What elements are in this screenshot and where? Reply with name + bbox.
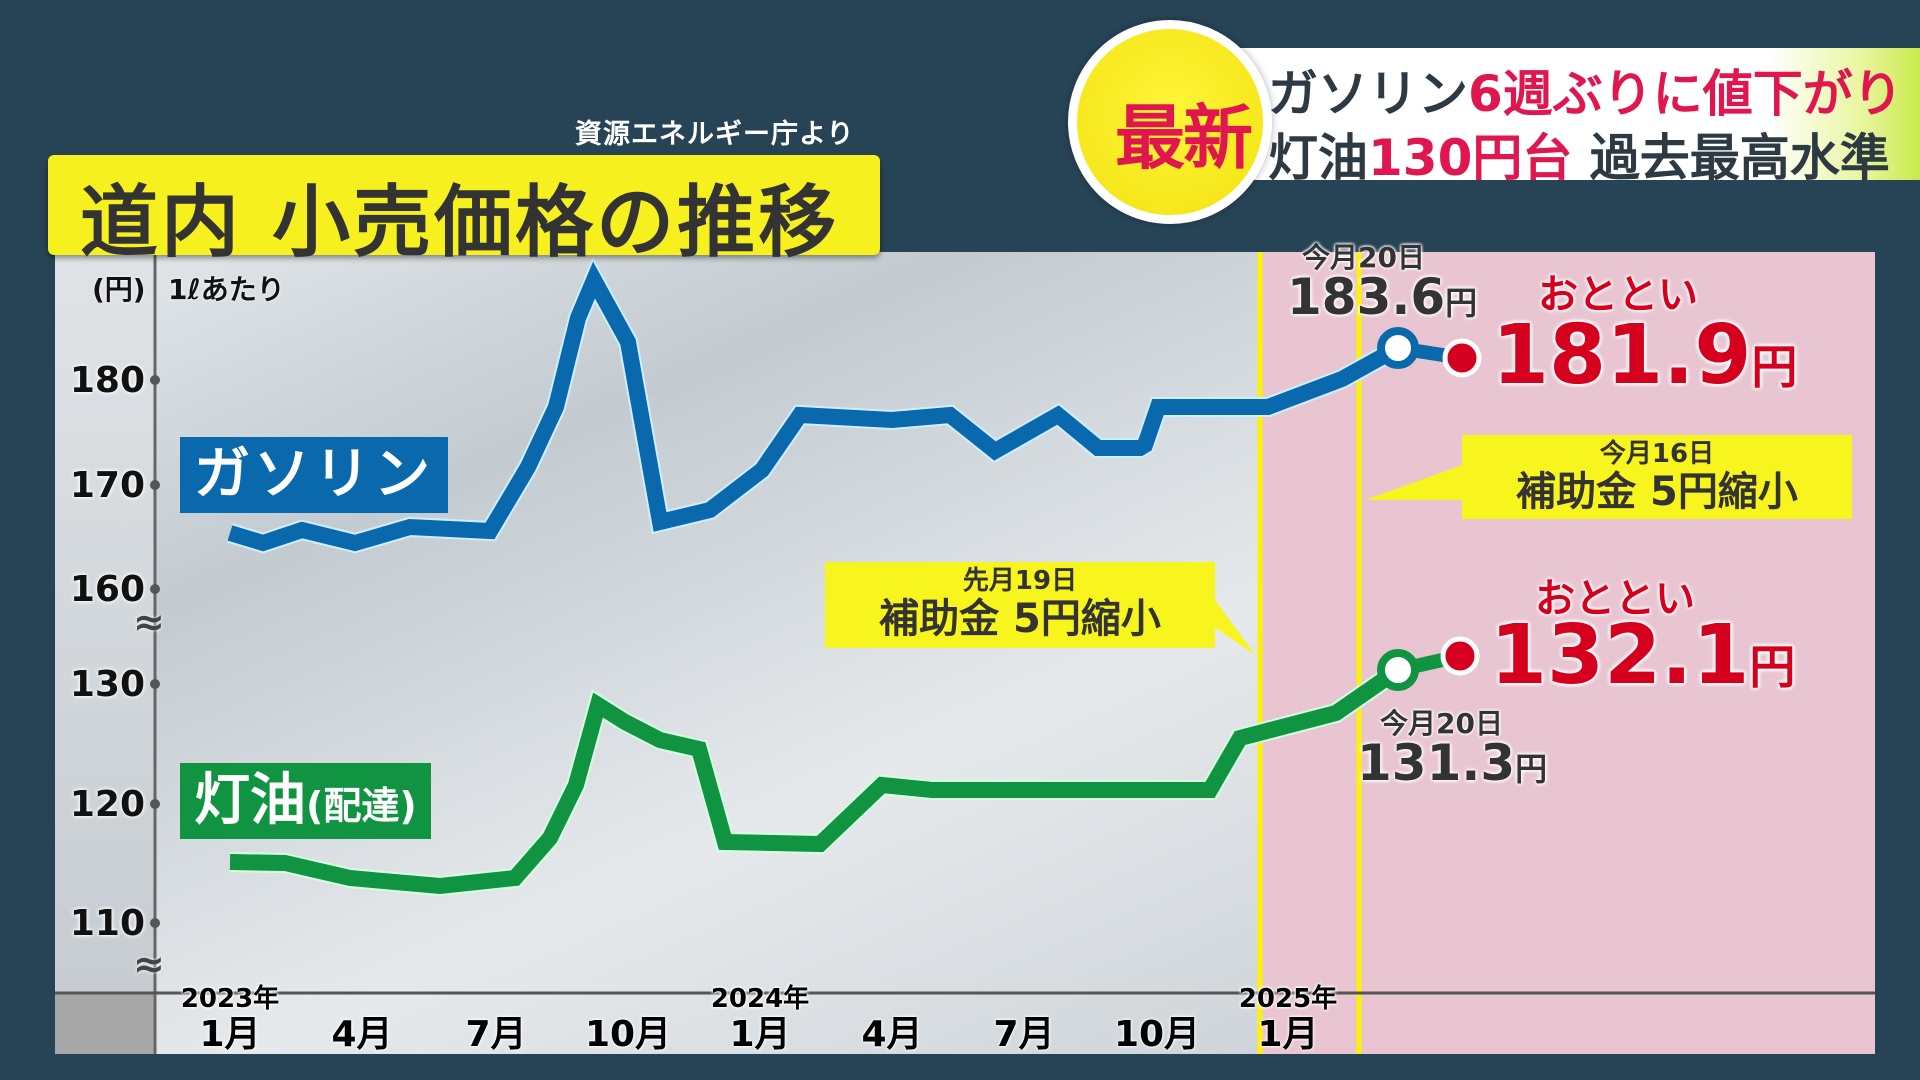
axis-break-lower: ≈: [133, 942, 165, 986]
chart-title: 道内 小売価格の推移: [80, 178, 840, 268]
headline-record: 過去最高水準: [1572, 129, 1890, 187]
kerosene-latest-marker: [1440, 636, 1480, 676]
headline-banner: [1230, 48, 1920, 180]
latest-badge: [1068, 20, 1272, 224]
y-tick-130: 130: [69, 664, 145, 705]
y-tick-170: 170: [69, 465, 145, 506]
gasoline-latest-number: 181.9: [1492, 308, 1752, 403]
y-tick-110: 110: [69, 903, 145, 944]
kerosene-label-sub: (配達): [306, 784, 417, 828]
gasoline-prev-number: 183.6: [1287, 268, 1446, 326]
y-axis-unit: (円): [92, 273, 146, 306]
source-note: 資源エネルギー庁より: [575, 119, 855, 150]
y-tick-120: 120: [69, 784, 145, 825]
gasoline-latest-label: おととい: [1538, 272, 1698, 318]
headline-gasoline: ガソリン: [1268, 65, 1468, 123]
y-tick-dots: [150, 375, 160, 928]
headline-kerosene-price: 130円台: [1368, 129, 1573, 187]
gasoline-latest-unit: 円: [1751, 340, 1798, 394]
kerosene-subsidy-callout: 先月19日 補助金 5円縮小: [825, 562, 1215, 648]
x-month-2023-10: 10月: [584, 1014, 672, 1055]
x-month-2024-04: 4月: [861, 1014, 923, 1055]
y-axis-band: [55, 252, 155, 992]
x-year-2023: 2023年: [180, 984, 280, 1014]
gasoline-subsidy-callout: 今月16日 補助金 5円縮小: [1462, 435, 1852, 519]
gasoline-prev-marker: [1377, 327, 1419, 369]
headline-kerosene: 灯油: [1268, 129, 1368, 187]
kerosene-latest-value: 132.1円: [1490, 608, 1795, 703]
x-month-2025-01: 1月: [1257, 1014, 1319, 1055]
corner-block: [55, 992, 155, 1054]
kerosene-series-label: 灯油(配達): [180, 763, 431, 839]
x-month-2024-07: 7月: [993, 1014, 1055, 1055]
headline-line-2: 灯油130円台 過去最高水準: [1268, 118, 1890, 190]
highlight-band-2025: [1260, 252, 1875, 1054]
y-axis-unit-note: 1ℓあたり: [168, 273, 285, 306]
gasoline-series-label: ガソリン: [180, 437, 448, 513]
kerosene-prev-date: 今月20日: [1380, 707, 1503, 740]
y-tick-160: 160: [69, 569, 145, 610]
kerosene-latest-label: おととい: [1535, 576, 1695, 622]
headline-line-1: ガソリン6週ぶりに値下がり: [1268, 54, 1903, 126]
kerosene-prev-number: 131.3: [1357, 734, 1516, 792]
x-month-2024-10: 10月: [1113, 1014, 1201, 1055]
chart-title-box: [48, 155, 880, 255]
x-month-2023-07: 7月: [465, 1014, 527, 1055]
gasoline-latest-value: 181.9円: [1492, 308, 1797, 403]
x-month-2023-04: 4月: [331, 1014, 393, 1055]
gasoline-subsidy-date: 今月16日: [1599, 439, 1715, 469]
gasoline-latest-marker: [1442, 338, 1482, 378]
headline-gasoline-change: 6週ぶりに値下がり: [1468, 65, 1903, 123]
kerosene-prev-value: 131.3円: [1357, 734, 1547, 792]
kerosene-prev-unit: 円: [1515, 750, 1548, 788]
kerosene-latest-number: 132.1: [1490, 608, 1750, 703]
kerosene-prev-marker: [1377, 649, 1419, 691]
kerosene-line: [229, 663, 1403, 895]
gasoline-callout-pointer: [1365, 465, 1462, 500]
x-year-2024: 2024年: [710, 984, 810, 1014]
gasoline-subsidy-text: 補助金 5円縮小: [1516, 469, 1798, 515]
gasoline-prev-value: 183.6円: [1287, 268, 1477, 326]
kerosene-label-main: 灯油: [194, 768, 306, 833]
kerosene-latest-unit: 円: [1749, 640, 1796, 694]
latest-badge-text: 最新: [1115, 97, 1253, 179]
kerosene-subsidy-date: 先月19日: [962, 566, 1078, 596]
kerosene-subsidy-text: 補助金 5円縮小: [879, 596, 1161, 642]
y-tick-180: 180: [69, 360, 145, 401]
gasoline-prev-unit: 円: [1445, 284, 1478, 322]
x-month-2023-01: 1月: [199, 1014, 261, 1055]
x-year-2025: 2025年: [1238, 984, 1338, 1014]
x-month-2024-01: 1月: [729, 1014, 791, 1055]
gasoline-prev-date: 今月20日: [1302, 241, 1425, 274]
gasoline-line: [227, 261, 1402, 552]
axis-break-upper: ≈: [133, 600, 165, 644]
